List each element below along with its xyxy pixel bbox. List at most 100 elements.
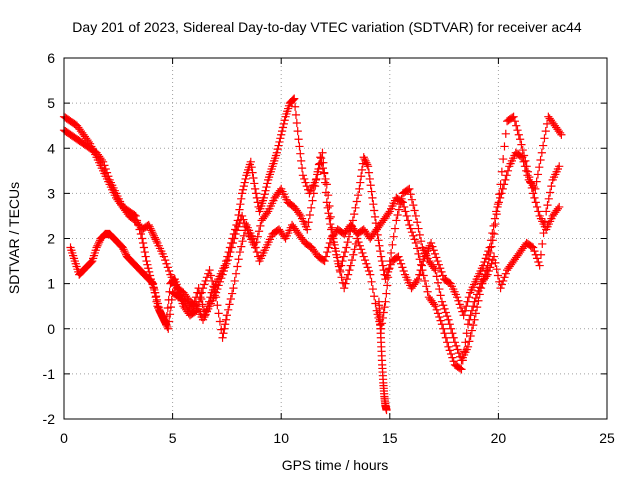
data-point (238, 211, 247, 221)
data-point (537, 148, 546, 157)
data-point (452, 341, 461, 350)
data-point (165, 287, 174, 296)
data-point (536, 250, 546, 259)
data-point (540, 218, 549, 227)
data-point (251, 184, 260, 193)
data-point (423, 287, 432, 296)
x-tick-label: 15 (382, 430, 398, 446)
data-point (300, 174, 309, 184)
data-point (435, 312, 444, 322)
data-point (322, 180, 331, 189)
data-point (529, 189, 538, 198)
data-point (228, 289, 237, 298)
data-point (401, 207, 410, 216)
y-tick-label: 1 (47, 276, 55, 292)
series-track-a (59, 94, 564, 365)
data-point (330, 240, 339, 249)
data-point (354, 238, 363, 247)
data-point (438, 271, 447, 280)
x-axis-label: GPS time / hours (282, 457, 389, 473)
data-point (467, 326, 477, 335)
data-point (513, 126, 522, 135)
data-point (262, 182, 271, 192)
data-point (198, 284, 208, 293)
data-point (493, 202, 502, 212)
data-point (487, 259, 496, 268)
data-point (455, 300, 464, 309)
data-point (547, 182, 556, 191)
data-point (398, 198, 407, 207)
data-point (221, 320, 230, 329)
data-point (293, 127, 302, 136)
data-point (529, 243, 538, 252)
y-tick-label: 2 (47, 231, 55, 247)
data-point (206, 271, 215, 280)
data-point (557, 130, 566, 139)
data-point (453, 345, 462, 354)
data-point (386, 260, 395, 269)
data-point (540, 134, 549, 143)
data-point (486, 263, 495, 272)
data-point (539, 141, 548, 150)
data-point (396, 259, 406, 268)
data-point (465, 337, 474, 346)
data-point (231, 229, 240, 239)
data-point (459, 347, 469, 356)
data-point (382, 289, 391, 298)
data-point (226, 247, 235, 257)
data-point (148, 279, 158, 288)
data-point (272, 148, 281, 157)
y-tick-label: 3 (47, 185, 55, 201)
data-point (239, 182, 248, 191)
data-point (337, 273, 346, 282)
data-point (320, 256, 329, 266)
data-point (289, 95, 298, 104)
data-point (381, 297, 390, 306)
data-point (470, 297, 479, 306)
data-point (497, 167, 506, 176)
data-point (301, 178, 310, 187)
data-point (523, 171, 532, 180)
data-point (415, 230, 424, 239)
data-point (485, 243, 494, 252)
data-point (251, 189, 261, 198)
data-point (313, 167, 322, 176)
data-point (194, 297, 204, 306)
data-point (371, 299, 380, 308)
data-point (217, 274, 226, 283)
y-tick-label: 0 (47, 321, 55, 337)
data-point (531, 198, 540, 207)
data-point (238, 185, 248, 194)
data-point (325, 238, 334, 248)
data-point (413, 244, 422, 253)
data-point (149, 284, 159, 293)
data-point (166, 302, 175, 312)
data-point (140, 247, 149, 257)
data-point (141, 252, 150, 261)
data-point (259, 193, 268, 202)
data-point (461, 338, 470, 347)
data-point (509, 112, 518, 121)
data-point (541, 127, 550, 136)
data-point (102, 168, 112, 177)
data-point (409, 231, 418, 240)
data-point (545, 188, 555, 197)
data-point (335, 265, 344, 275)
data-point (380, 302, 389, 312)
data-point (437, 320, 447, 329)
data-point (518, 153, 527, 162)
data-point (414, 224, 423, 233)
data-point (411, 238, 420, 248)
data-point (484, 266, 493, 276)
data-point (220, 324, 229, 333)
data-point (466, 311, 475, 320)
data-point (426, 238, 436, 248)
data-point (499, 276, 508, 286)
data-point (200, 280, 209, 289)
data-point (239, 215, 248, 224)
data-point (230, 234, 239, 243)
data-point (469, 302, 478, 311)
data-point (196, 293, 205, 302)
data-point (324, 243, 333, 252)
data-point (496, 193, 505, 202)
